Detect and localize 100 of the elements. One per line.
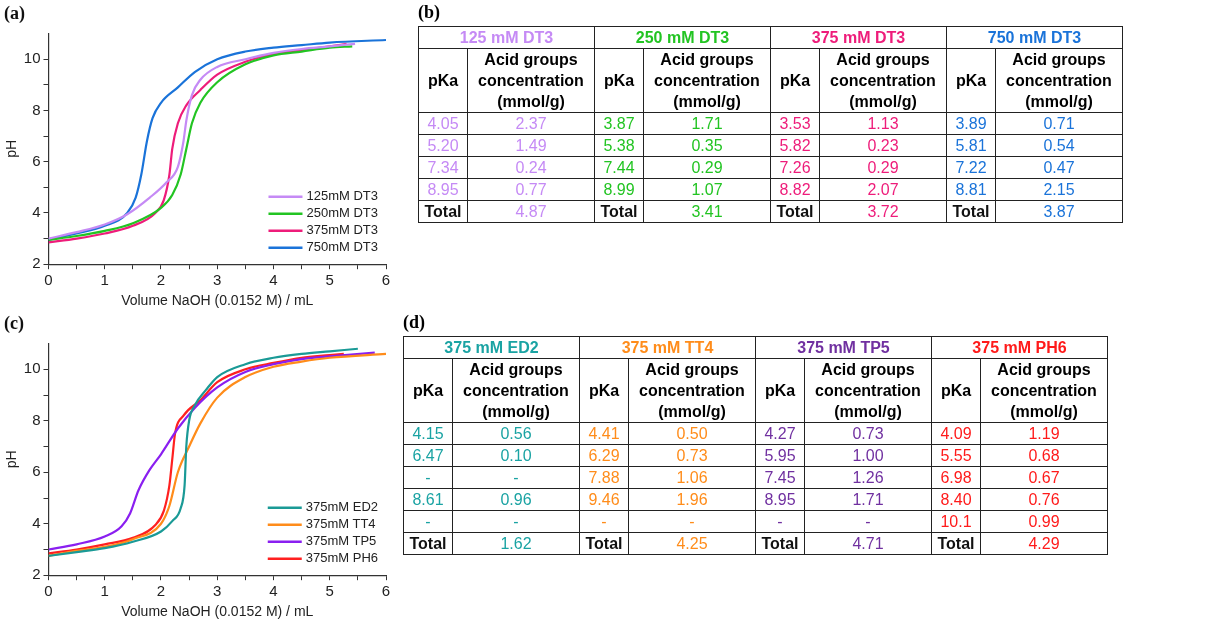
text: Total (403, 532, 453, 555)
text: 2.07 (819, 178, 947, 201)
text: 8.95 (755, 488, 805, 511)
y-tick-label: 2 (32, 565, 41, 583)
text: 10.1 (931, 510, 981, 533)
text: 1.71 (804, 488, 932, 511)
legend-label: 750mM DT3 (306, 239, 379, 255)
text: Total (755, 532, 805, 555)
text: pKa (594, 48, 644, 113)
text: pKa (403, 358, 453, 423)
text: 1.26 (804, 466, 932, 489)
legend-label: 125mM DT3 (306, 188, 379, 204)
text: 5.20 (418, 134, 468, 157)
text: (d) (403, 312, 426, 334)
text: 7.44 (594, 156, 644, 179)
x-tick-label: 1 (100, 271, 109, 289)
text: 0.10 (452, 444, 580, 467)
text: 0.56 (452, 422, 580, 445)
x-tick-label: 5 (325, 582, 334, 600)
chart-title: (a) (4, 3, 25, 25)
text: 1.07 (643, 178, 771, 201)
x-tick-label: 3 (213, 582, 222, 600)
x-tick-label: 1 (100, 582, 109, 600)
x-tick-label: 0 (44, 582, 53, 600)
text: 7.45 (755, 466, 805, 489)
text: 0.76 (980, 488, 1108, 511)
text: 8.99 (594, 178, 644, 201)
text: 3.41 (643, 200, 771, 223)
chart-title: (c) (4, 313, 24, 335)
text: Acid groups concentration (mmol/g) (452, 358, 580, 423)
text: Acid groups concentration (mmol/g) (467, 48, 595, 113)
text: Acid groups concentration (mmol/g) (804, 358, 932, 423)
text: - (452, 510, 580, 533)
text: 4.87 (467, 200, 595, 223)
text: Total (946, 200, 996, 223)
text: 0.54 (995, 134, 1123, 157)
text: 1.62 (452, 532, 580, 555)
text: Total (418, 200, 468, 223)
text: 1.06 (628, 466, 756, 489)
text: 0.23 (819, 134, 947, 157)
text: 250 mM DT3 (594, 26, 771, 49)
text: 0.77 (467, 178, 595, 201)
text: 1.00 (804, 444, 932, 467)
y-tick-label: 10 (23, 49, 41, 67)
text: 7.26 (770, 156, 820, 179)
text: pKa (946, 48, 996, 113)
legend-label: 375mM TP5 (305, 533, 377, 549)
text: Total (579, 532, 629, 555)
x-tick-label: 6 (381, 582, 391, 600)
text: - (579, 510, 629, 533)
text: 4.41 (579, 422, 629, 445)
y-tick-label: 8 (32, 100, 41, 118)
y-tick-label: 2 (32, 254, 41, 272)
text: 7.88 (579, 466, 629, 489)
text: (b) (418, 2, 441, 24)
text: 3.87 (995, 200, 1123, 223)
text: 0.50 (628, 422, 756, 445)
text: 0.99 (980, 510, 1108, 533)
y-tick-label: 10 (23, 359, 41, 377)
text: 0.73 (804, 422, 932, 445)
text: Acid groups concentration (mmol/g) (995, 48, 1123, 113)
text: 6.29 (579, 444, 629, 467)
text: - (403, 466, 453, 489)
text: 5.82 (770, 134, 820, 157)
text: 1.19 (980, 422, 1108, 445)
y-tick-label: 6 (32, 462, 41, 480)
text: 6.98 (931, 466, 981, 489)
x-tick-label: 6 (381, 271, 391, 289)
text: Acid groups concentration (mmol/g) (628, 358, 756, 423)
text: 0.96 (452, 488, 580, 511)
y-axis-title: pH (3, 450, 20, 469)
text: - (804, 510, 932, 533)
text: 1.96 (628, 488, 756, 511)
text: 4.29 (980, 532, 1108, 555)
text: 8.95 (418, 178, 468, 201)
text: pKa (770, 48, 820, 113)
y-tick-label: 6 (32, 151, 41, 169)
x-tick-label: 3 (213, 271, 222, 289)
text: 375 mM DT3 (770, 26, 947, 49)
text: 125 mM DT3 (418, 26, 595, 49)
text: 1.71 (643, 112, 771, 135)
text: 7.22 (946, 156, 996, 179)
x-tick-label: 2 (156, 582, 166, 600)
text: 5.81 (946, 134, 996, 157)
text: 2.15 (995, 178, 1123, 201)
text: 0.68 (980, 444, 1108, 467)
x-tick-label: 0 (44, 271, 53, 289)
text: 375 mM PH6 (931, 336, 1108, 359)
legend-label: 375mM PH6 (305, 550, 378, 566)
text: 0.35 (643, 134, 771, 157)
text: 1.13 (819, 112, 947, 135)
text: - (403, 510, 453, 533)
text: 4.15 (403, 422, 453, 445)
text: 0.73 (628, 444, 756, 467)
legend-label: 375mM DT3 (306, 222, 379, 238)
text: - (452, 466, 580, 489)
text: 5.95 (755, 444, 805, 467)
text: 375 mM TT4 (579, 336, 756, 359)
text: pKa (931, 358, 981, 423)
x-tick-label: 2 (156, 271, 166, 289)
